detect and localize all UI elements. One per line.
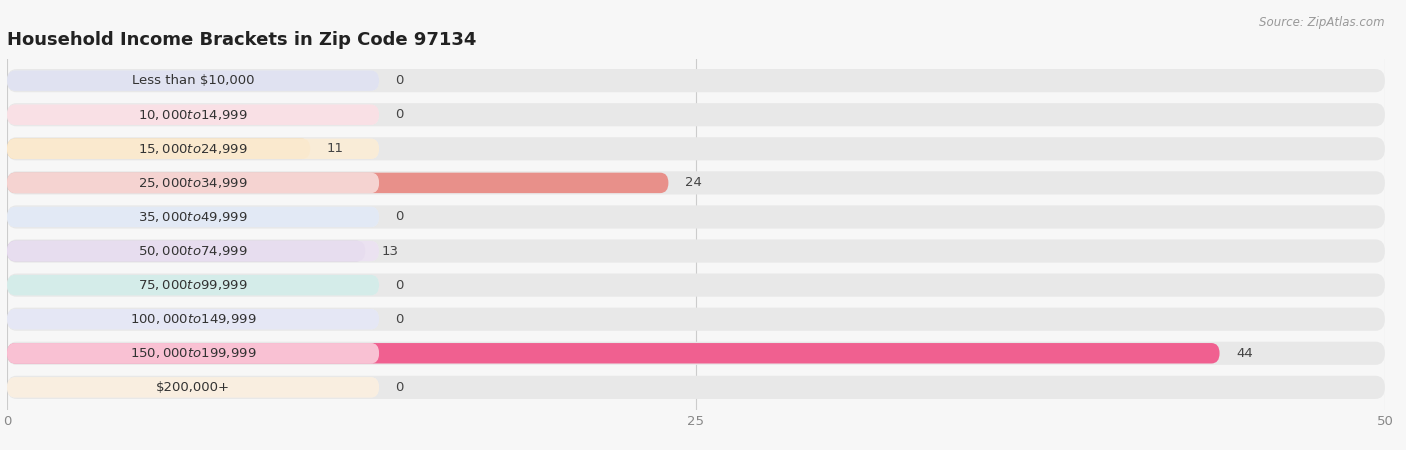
- Text: Household Income Brackets in Zip Code 97134: Household Income Brackets in Zip Code 97…: [7, 31, 477, 49]
- FancyBboxPatch shape: [7, 104, 380, 125]
- Text: $75,000 to $99,999: $75,000 to $99,999: [138, 278, 247, 292]
- Text: $50,000 to $74,999: $50,000 to $74,999: [138, 244, 247, 258]
- Text: $150,000 to $199,999: $150,000 to $199,999: [129, 346, 256, 360]
- Text: 0: 0: [395, 381, 404, 394]
- Text: 13: 13: [382, 244, 399, 257]
- Text: 44: 44: [1236, 347, 1253, 360]
- FancyBboxPatch shape: [7, 69, 1385, 92]
- FancyBboxPatch shape: [7, 173, 668, 193]
- FancyBboxPatch shape: [7, 137, 1385, 160]
- FancyBboxPatch shape: [7, 104, 380, 125]
- FancyBboxPatch shape: [7, 343, 380, 364]
- Text: $200,000+: $200,000+: [156, 381, 231, 394]
- Text: $35,000 to $49,999: $35,000 to $49,999: [138, 210, 247, 224]
- FancyBboxPatch shape: [7, 71, 380, 91]
- FancyBboxPatch shape: [7, 241, 380, 261]
- Text: 0: 0: [395, 108, 404, 121]
- FancyBboxPatch shape: [7, 275, 380, 295]
- FancyBboxPatch shape: [7, 343, 380, 364]
- FancyBboxPatch shape: [7, 308, 1385, 331]
- FancyBboxPatch shape: [7, 274, 1385, 297]
- FancyBboxPatch shape: [7, 173, 380, 193]
- Text: 0: 0: [395, 313, 404, 326]
- FancyBboxPatch shape: [7, 103, 1385, 126]
- FancyBboxPatch shape: [7, 207, 380, 227]
- Text: 0: 0: [395, 279, 404, 292]
- Text: 0: 0: [395, 211, 404, 224]
- FancyBboxPatch shape: [7, 241, 366, 261]
- Text: $15,000 to $24,999: $15,000 to $24,999: [138, 142, 247, 156]
- FancyBboxPatch shape: [7, 139, 380, 159]
- FancyBboxPatch shape: [7, 71, 380, 91]
- Text: 11: 11: [326, 142, 343, 155]
- FancyBboxPatch shape: [7, 139, 311, 159]
- FancyBboxPatch shape: [7, 343, 1219, 364]
- Text: $25,000 to $34,999: $25,000 to $34,999: [138, 176, 247, 190]
- FancyBboxPatch shape: [7, 171, 1385, 194]
- Text: Source: ZipAtlas.com: Source: ZipAtlas.com: [1260, 16, 1385, 29]
- Text: 24: 24: [685, 176, 702, 189]
- FancyBboxPatch shape: [7, 205, 1385, 229]
- FancyBboxPatch shape: [7, 309, 380, 329]
- Text: Less than $10,000: Less than $10,000: [132, 74, 254, 87]
- FancyBboxPatch shape: [7, 207, 380, 227]
- FancyBboxPatch shape: [7, 309, 380, 329]
- FancyBboxPatch shape: [7, 377, 380, 397]
- FancyBboxPatch shape: [7, 275, 380, 295]
- FancyBboxPatch shape: [7, 241, 380, 261]
- Text: $10,000 to $14,999: $10,000 to $14,999: [138, 108, 247, 122]
- FancyBboxPatch shape: [7, 376, 1385, 399]
- FancyBboxPatch shape: [7, 139, 380, 159]
- FancyBboxPatch shape: [7, 239, 1385, 263]
- FancyBboxPatch shape: [7, 342, 1385, 365]
- Text: 0: 0: [395, 74, 404, 87]
- FancyBboxPatch shape: [7, 377, 380, 397]
- Text: $100,000 to $149,999: $100,000 to $149,999: [129, 312, 256, 326]
- FancyBboxPatch shape: [7, 173, 380, 193]
